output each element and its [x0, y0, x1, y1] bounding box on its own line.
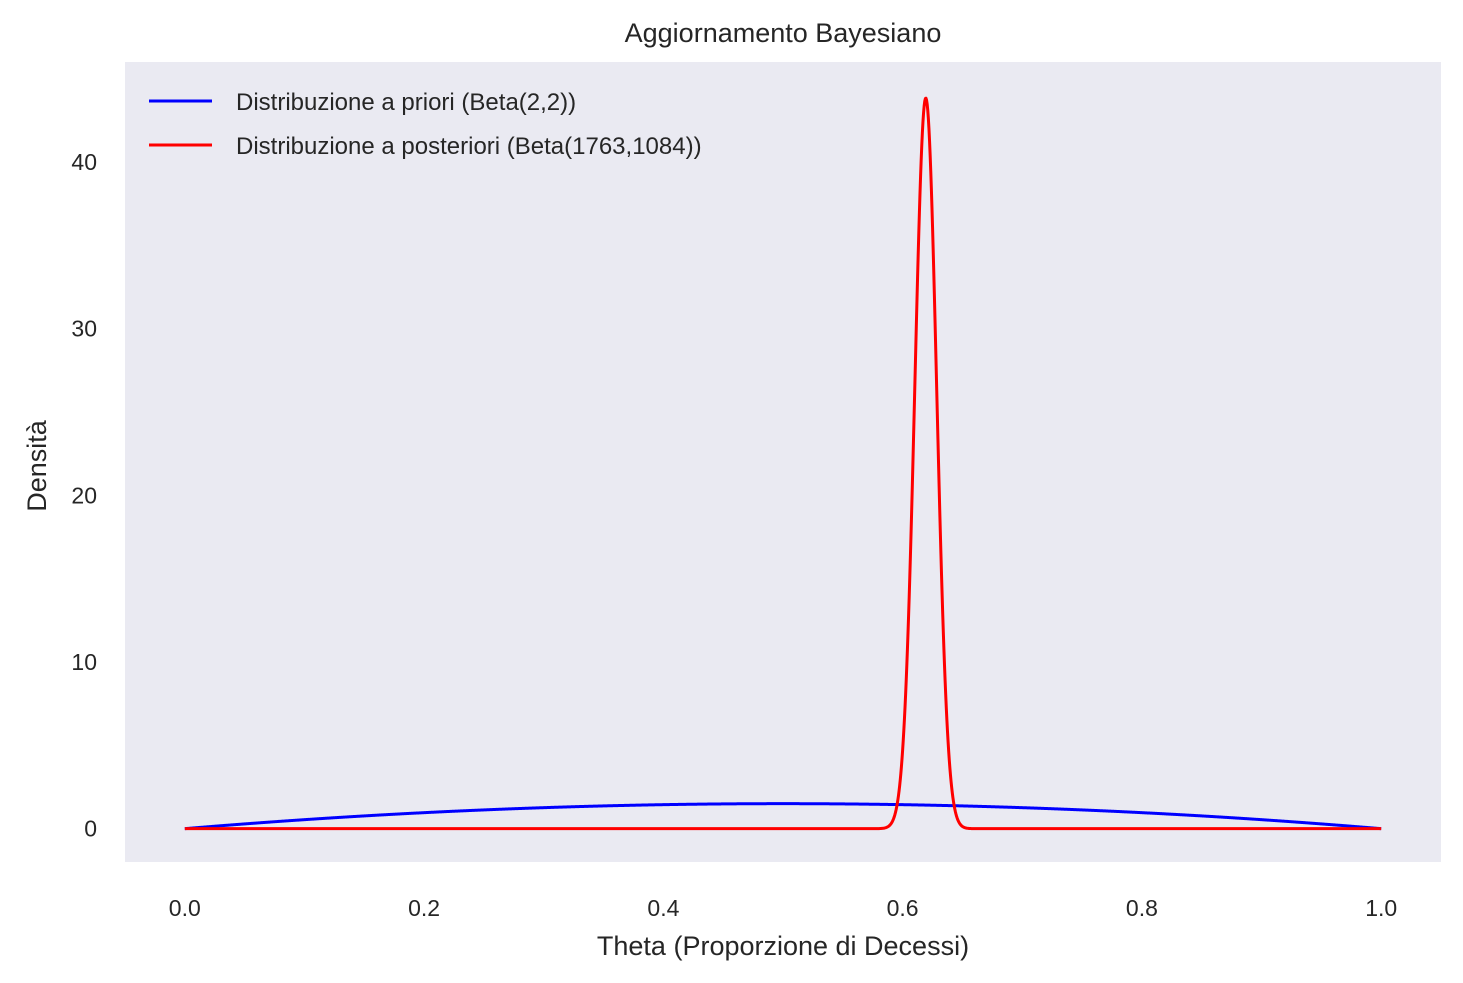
x-axis-label: Theta (Proporzione di Decessi) — [597, 931, 969, 961]
x-axis-ticks: 0.0 0.2 0.4 0.6 0.8 1.0 — [169, 895, 1397, 921]
y-axis-ticks: 0 10 20 30 40 — [71, 149, 97, 842]
x-tick-label: 0.6 — [887, 895, 919, 921]
legend-label-prior: Distribuzione a priori (Beta(2,2)) — [236, 89, 576, 116]
chart-title: Aggiornamento Bayesiano — [625, 18, 942, 48]
x-tick-label: 0.8 — [1126, 895, 1158, 921]
y-tick-label: 30 — [71, 316, 97, 342]
x-tick-label: 0.4 — [647, 895, 679, 921]
x-tick-label: 0.2 — [408, 895, 440, 921]
series-line-posterior — [183, 96, 1383, 831]
y-tick-label: 20 — [71, 482, 97, 508]
y-tick-label: 10 — [71, 649, 97, 675]
plot-background — [125, 62, 1441, 862]
series-line-prior — [183, 802, 1383, 831]
x-tick-label: 1.0 — [1365, 895, 1397, 921]
legend-label-posterior: Distribuzione a posteriori (Beta(1763,10… — [236, 133, 702, 160]
y-tick-label: 0 — [84, 816, 97, 842]
y-tick-label: 40 — [71, 149, 97, 175]
series-layer — [183, 96, 1383, 831]
legend: Distribuzione a priori (Beta(2,2)) Distr… — [149, 89, 702, 160]
x-tick-label: 0.0 — [169, 895, 201, 921]
y-axis-label: Densità — [22, 419, 52, 512]
